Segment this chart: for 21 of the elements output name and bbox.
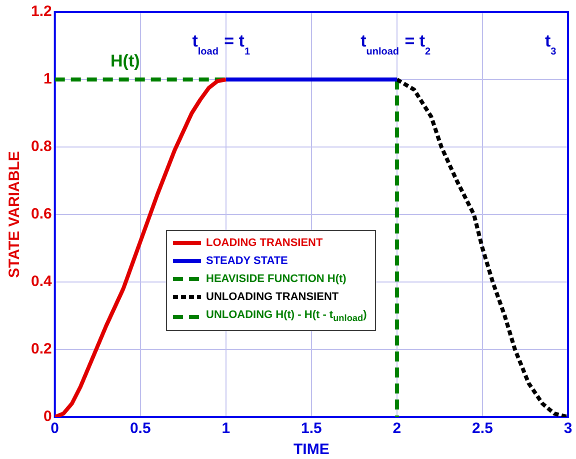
- legend-label: LOADING TRANSIENT: [206, 236, 323, 251]
- y-tick-label: 0.8: [30, 138, 52, 156]
- y-axis-title: STATE VARIABLE: [6, 151, 24, 278]
- x-tick-label: 0.5: [130, 420, 151, 438]
- legend-label: UNLOADING H(t) - H(t - t$_{unload}$): [206, 308, 367, 326]
- x-tick-label: 1.5: [300, 420, 322, 438]
- x-axis-title: TIME: [294, 441, 330, 458]
- y-tick-label: 1: [44, 70, 52, 88]
- legend-label: HEAVISIDE FUNCTION H(t): [206, 272, 346, 287]
- y-tick-label: 0.2: [30, 340, 52, 358]
- y-tick-label: 1.2: [30, 3, 52, 20]
- x-tick-label: 3: [564, 420, 572, 438]
- x-tick-label: 1: [222, 420, 230, 438]
- x-tick-label: 2.5: [472, 420, 493, 438]
- y-tick-label: 0.6: [30, 206, 52, 223]
- x-tick-label: 2: [392, 420, 402, 438]
- y-tick-label: 0: [44, 408, 52, 426]
- legend-label: STEADY STATE: [206, 254, 288, 269]
- y-tick-label: 0.4: [30, 273, 52, 290]
- annotation: H(t): [110, 52, 140, 71]
- legend-label: UNLOADING TRANSIENT: [206, 290, 339, 305]
